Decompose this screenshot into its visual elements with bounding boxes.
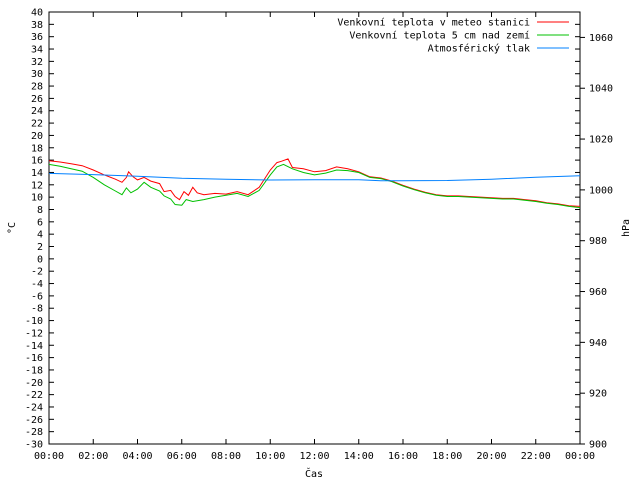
y2-tick-label: 1000 xyxy=(589,185,613,196)
y2-tick-label: 900 xyxy=(589,440,607,451)
x-tick-label: 12:00 xyxy=(299,451,329,462)
y2-tick-label: 940 xyxy=(589,338,607,349)
y2-tick-label: 1020 xyxy=(589,135,613,146)
x-tick-label: 00:00 xyxy=(34,451,64,462)
y-tick-label: 8 xyxy=(37,205,43,216)
y-tick-label: 38 xyxy=(31,20,43,31)
x-tick-label: 18:00 xyxy=(432,451,462,462)
legend-label: Atmosférický tlak xyxy=(428,43,530,55)
y-tick-label: 30 xyxy=(31,69,43,80)
y-tick-label: -20 xyxy=(25,378,43,389)
x-tick-label: 14:00 xyxy=(344,451,374,462)
y2-tick-label: 980 xyxy=(589,236,607,247)
y-tick-label: 22 xyxy=(31,119,43,130)
y-tick-label: -4 xyxy=(31,279,43,290)
y-tick-label: 16 xyxy=(31,156,43,167)
y-tick-label: -2 xyxy=(31,267,43,278)
y-tick-label: 0 xyxy=(37,254,43,265)
y-tick-label: 20 xyxy=(31,131,43,142)
y-tick-label: 36 xyxy=(31,32,43,43)
y-tick-label: 40 xyxy=(31,8,43,19)
y-tick-label: -14 xyxy=(25,341,43,352)
y-tick-label: -8 xyxy=(31,304,43,315)
x-tick-label: 22:00 xyxy=(521,451,551,462)
legend-label: Venkovní teplota 5 cm nad zemí xyxy=(349,30,530,42)
y-tick-label: 4 xyxy=(37,230,43,241)
x-tick-label: 08:00 xyxy=(211,451,241,462)
y-tick-label: 14 xyxy=(31,168,43,179)
y-tick-label: -10 xyxy=(25,316,43,327)
series-lines xyxy=(48,158,581,209)
legend-label: Venkovní teplota v meteo stanici xyxy=(337,17,530,29)
y-tick-label: 34 xyxy=(31,45,43,56)
y-tick-label: -18 xyxy=(25,365,43,376)
y2-tick-label: 920 xyxy=(589,389,607,400)
y-tick-label: 10 xyxy=(31,193,43,204)
y-axis-label: °C xyxy=(7,222,18,234)
x-axis-label: Čas xyxy=(305,467,323,480)
y2-axis-ticks: 900 920 940 960 980 1000 1020 1040 1060 xyxy=(580,33,613,451)
plot-frame xyxy=(48,11,581,445)
y-tick-label: 32 xyxy=(31,57,43,68)
x-tick-label: 00:00 xyxy=(565,451,595,462)
y-tick-label: -6 xyxy=(31,291,43,302)
y2-tick-label: 1040 xyxy=(589,84,613,95)
x-tick-label: 10:00 xyxy=(255,451,285,462)
x-tick-label: 04:00 xyxy=(122,451,152,462)
y-axis-ticks: -30-28-26-24-22-20-18-16-14-12-10-8-6-4-… xyxy=(25,8,580,451)
legend: Venkovní teplota v meteo staniciVenkovní… xyxy=(337,17,569,55)
x-tick-label: 06:00 xyxy=(167,451,197,462)
y-tick-label: -24 xyxy=(25,402,43,413)
x-tick-label: 20:00 xyxy=(476,451,506,462)
y-tick-label: -16 xyxy=(25,353,43,364)
y-tick-label: 2 xyxy=(37,242,43,253)
y-tick-label: -28 xyxy=(25,427,43,438)
y2-axis-label: hPa xyxy=(621,219,632,237)
y2-tick-label: 1060 xyxy=(589,33,613,44)
y-tick-label: 26 xyxy=(31,94,43,105)
series-line xyxy=(48,172,581,182)
y-tick-label: 28 xyxy=(31,82,43,93)
y2-tick-label: 960 xyxy=(589,287,607,298)
x-tick-label: 16:00 xyxy=(388,451,418,462)
y-tick-label: -22 xyxy=(25,390,43,401)
y-tick-label: -30 xyxy=(25,440,43,451)
y-tick-label: -12 xyxy=(25,328,43,339)
series-line xyxy=(48,163,581,209)
x-tick-label: 02:00 xyxy=(78,451,108,462)
y-tick-label: 18 xyxy=(31,143,43,154)
y-tick-label: -26 xyxy=(25,415,43,426)
y-tick-label: 6 xyxy=(37,217,43,228)
y-tick-label: 12 xyxy=(31,180,43,191)
y-tick-label: 24 xyxy=(31,106,43,117)
x-axis-ticks: 00:00 02:00 04:00 06:00 08:00 10:00 12:00 14:00… xyxy=(34,12,595,462)
